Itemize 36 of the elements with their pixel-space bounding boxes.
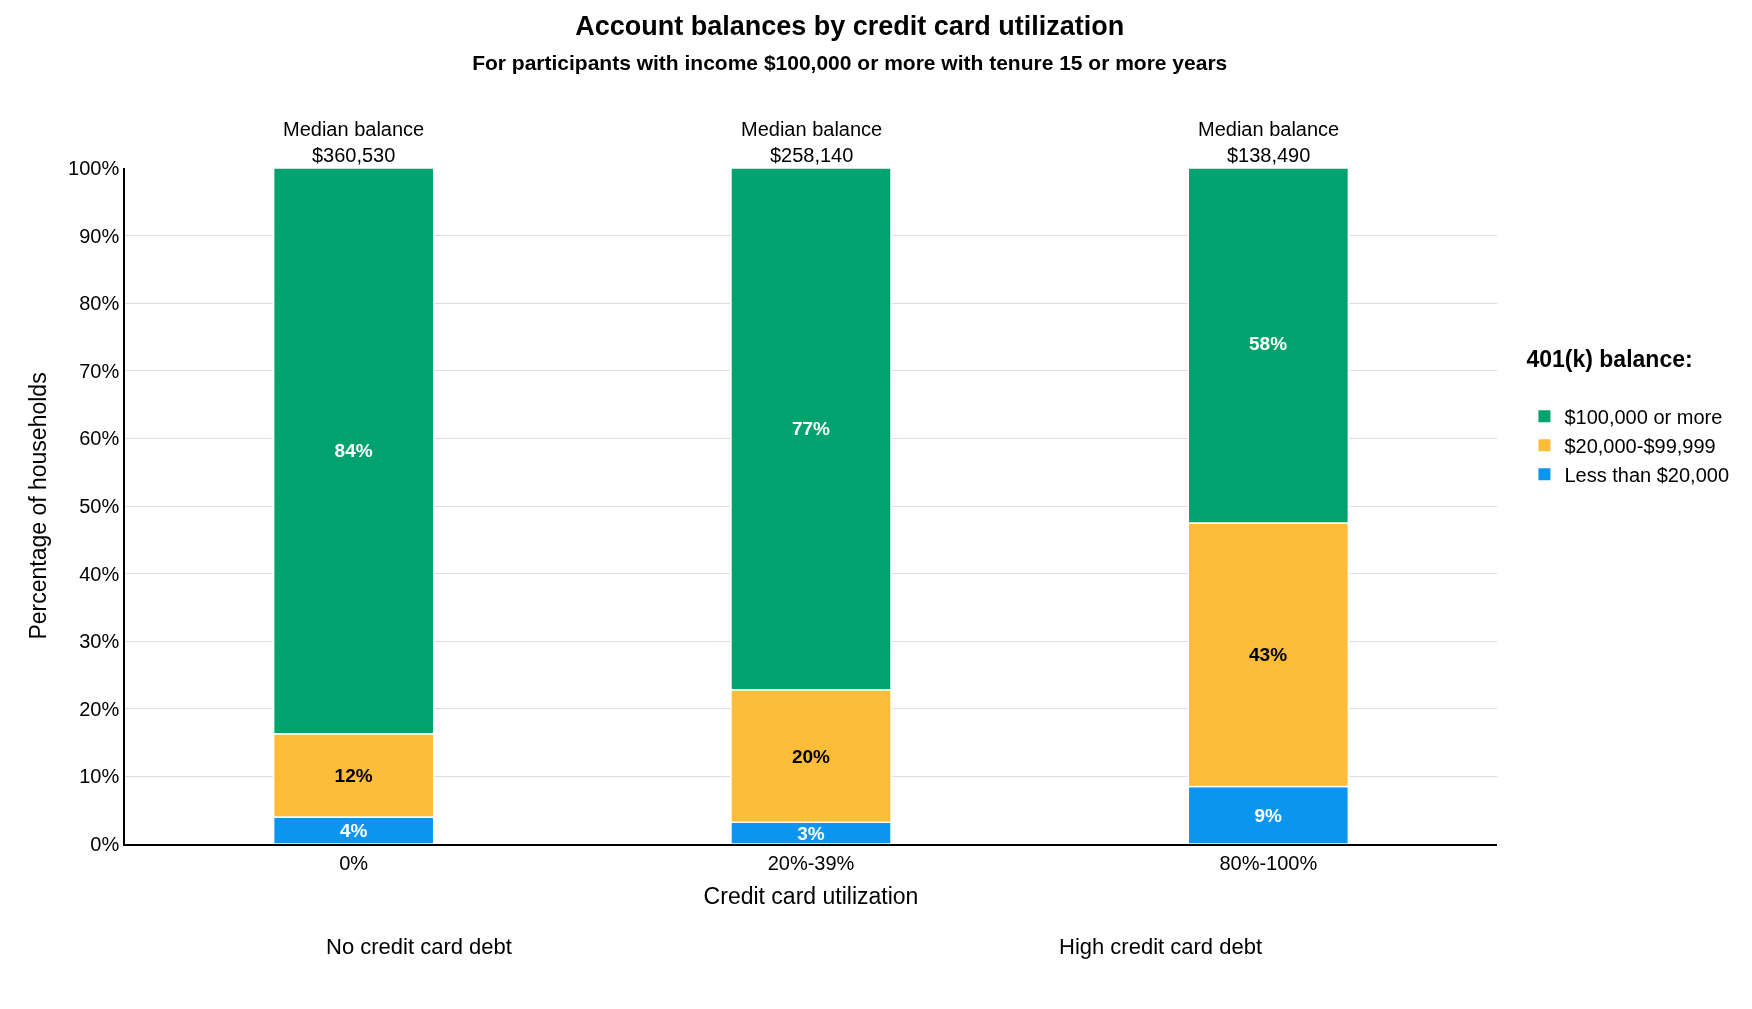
data-label: 84% <box>334 440 373 462</box>
y-tick-label: 50% <box>79 495 120 517</box>
y-tick-label: 0% <box>90 833 120 855</box>
y-tick-label: 100% <box>68 157 120 179</box>
data-label: 3% <box>797 822 825 844</box>
text: No credit card debt <box>326 934 512 959</box>
legend-title: 401(k) balance: <box>1526 345 1693 372</box>
data-label: 77% <box>791 418 831 440</box>
annotation: Median balance $138,490 <box>1198 118 1340 166</box>
y-tick-label: 70% <box>79 359 120 382</box>
y-axis-title: Percentage of households <box>25 372 52 640</box>
annotation: 43% <box>1249 644 1288 665</box>
annotation: Median balance $360,530 <box>283 118 425 166</box>
y-tick-label: 30% <box>79 630 120 653</box>
x-tick-label: 80%-100% <box>1219 851 1318 874</box>
data-label: 12% <box>334 764 373 786</box>
y-tick-label: 20% <box>79 697 120 720</box>
data-label: 9% <box>1254 804 1283 826</box>
annotation: Median balance $258,140 <box>741 118 883 166</box>
annotation: 58% <box>1249 333 1288 354</box>
y-tick-label: 60% <box>79 427 120 450</box>
y-tick-label: 10% <box>79 765 120 788</box>
legend-label: $100,000 or more <box>1564 406 1723 429</box>
x-tick-label: 0% <box>339 851 369 874</box>
y-tick-label: 80% <box>79 292 120 315</box>
data-label: 4% <box>339 819 368 841</box>
x-tick-label: 20%-39% <box>767 851 855 874</box>
chart-subtitle: For participants with income $100,000 or more with tenure 15 or more years <box>472 51 1228 75</box>
text: High credit card debt <box>1059 934 1262 959</box>
legend-label: Less than $20,000 <box>1564 464 1730 487</box>
x-axis-title: Credit card utilization <box>703 882 919 909</box>
y-tick-label: 40% <box>79 562 120 585</box>
y-tick-label: 90% <box>79 224 120 247</box>
chart-title: Account balances by credit card utilization <box>575 11 1125 42</box>
legend-label: $20,000-$99,999 <box>1564 435 1716 458</box>
data-label: 20% <box>791 745 831 767</box>
